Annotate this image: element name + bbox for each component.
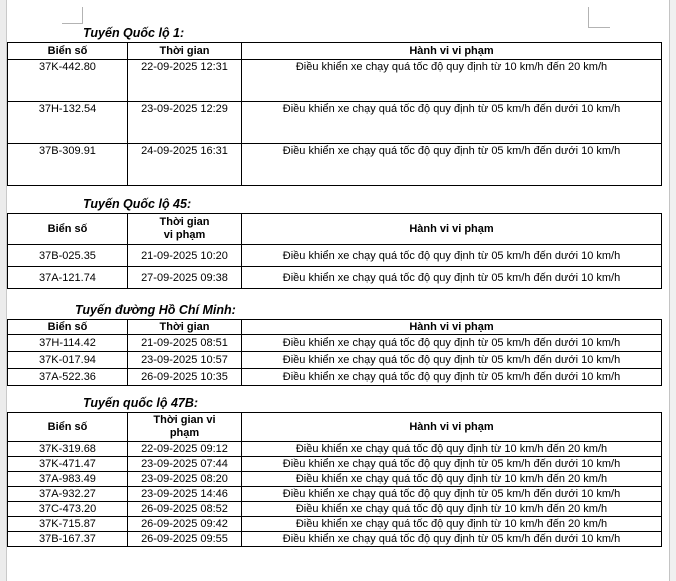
time-cell: 21-09-2025 08:51 <box>127 334 242 352</box>
time-cell: 26-09-2025 08:52 <box>127 501 242 517</box>
header-row: Biển số Thời gian vi phạm Hành vi vi phạm <box>7 412 662 442</box>
time-cell: 23-09-2025 07:44 <box>127 456 242 472</box>
table-row: 37K-715.87 26-09-2025 09:42 Điều khiển xe … <box>7 516 662 532</box>
time-cell: 22-09-2025 09:12 <box>127 441 242 457</box>
violation-cell: Điều khiển xe chạy quá tốc độ quy định t… <box>241 351 662 369</box>
app-edge-left <box>0 0 7 581</box>
text-boundary-corner-mark-top-right <box>588 7 610 28</box>
table-row: 37K-471.47 23-09-2025 07:44 Điều khiển xe … <box>7 456 662 472</box>
header-cell: Thời gian <box>127 42 242 60</box>
violations-table: Biển số Thời gian vi phạm Hành vi vi phạm 3… <box>7 412 662 547</box>
time-cell: 26-09-2025 10:35 <box>127 368 242 386</box>
route-section: Tuyến quốc lộ 47B: Biển số Thời gian vi ph… <box>7 395 665 547</box>
header-cell: Hành vi vi phạm <box>241 319 662 335</box>
violation-cell: Điều khiển xe chạy quá tốc độ quy định t… <box>241 441 662 457</box>
header-cell: Thời gian vi phạm <box>127 213 242 245</box>
violation-cell: Điều khiển xe chạy quá tốc độ quy định t… <box>241 59 662 102</box>
table-row: 37A-522.36 26-09-2025 10:35 Điều khiển xe … <box>7 368 662 386</box>
violation-cell: Điều khiển xe chạy quá tốc độ quy định t… <box>241 531 662 547</box>
violation-cell: Điều khiển xe chạy quá tốc độ quy định t… <box>241 101 662 144</box>
time-cell: 26-09-2025 09:42 <box>127 516 242 532</box>
header-cell: Biển số <box>7 42 128 60</box>
violation-cell: Điều khiển xe chạy quá tốc độ quy định t… <box>241 501 662 517</box>
time-cell: 27-09-2025 09:38 <box>127 266 242 289</box>
plate-cell: 37K-017.94 <box>7 351 128 369</box>
time-cell: 23-09-2025 10:57 <box>127 351 242 369</box>
table-row: 37H-114.42 21-09-2025 08:51 Điều khiển xe … <box>7 334 662 352</box>
plate-cell: 37H-132.54 <box>7 101 128 144</box>
plate-cell: 37A-983.49 <box>7 471 128 487</box>
header-cell: Thời gian <box>127 319 242 335</box>
table-row: 37A-121.74 27-09-2025 09:38 Điều khiển xe … <box>7 266 662 289</box>
route-title: Tuyến Quốc lộ 45: <box>83 197 192 211</box>
app-edge-right <box>669 0 676 581</box>
header-cell: Hành vi vi phạm <box>241 213 662 245</box>
table-row: 37B-167.37 26-09-2025 09:55 Điều khiển xe … <box>7 531 662 547</box>
route-title: Tuyến Quốc lộ 1: <box>83 26 185 40</box>
header-cell: Hành vi vi phạm <box>241 412 662 442</box>
header-cell: Hành vi vi phạm <box>241 42 662 60</box>
violations-table: Biển số Thời gian Hành vi vi phạm 37H-114.4… <box>7 319 662 386</box>
plate-cell: 37K-715.87 <box>7 516 128 532</box>
violations-table: Biển số Thời gian vi phạm Hành vi vi phạm 3… <box>7 213 662 289</box>
table-row: 37C-473.20 26-09-2025 08:52 Điều khiển xe … <box>7 501 662 517</box>
route-title: Tuyến quốc lộ 47B: <box>83 396 199 410</box>
text-boundary-corner-mark-top-left <box>62 7 83 24</box>
route-section: Tuyến đường Hồ Chí Minh: Biển số Thời gian… <box>7 302 665 386</box>
header-cell: Biển số <box>7 319 128 335</box>
table-row: 37K-319.68 22-09-2025 09:12 Điều khiển xe … <box>7 441 662 457</box>
header-cell: Biển số <box>7 412 128 442</box>
violation-cell: Điều khiển xe chạy quá tốc độ quy định t… <box>241 516 662 532</box>
header-row: Biển số Thời gian Hành vi vi phạm <box>7 319 662 335</box>
table-row: 37B-309.91 24-09-2025 16:31 Điều khiển xe … <box>7 143 662 186</box>
time-cell: 22-09-2025 12:31 <box>127 59 242 102</box>
header-row: Biển số Thời gian vi phạm Hành vi vi phạm <box>7 213 662 245</box>
time-cell: 26-09-2025 09:55 <box>127 531 242 547</box>
table-row: 37A-983.49 23-09-2025 08:20 Điều khiển xe … <box>7 471 662 487</box>
time-cell: 21-09-2025 10:20 <box>127 244 242 267</box>
document-page: Tuyến Quốc lộ 1: Biển số Thời gian Hành vi … <box>7 25 665 547</box>
plate-cell: 37A-121.74 <box>7 266 128 289</box>
violation-cell: Điều khiển xe chạy quá tốc độ quy định t… <box>241 143 662 186</box>
header-cell: Thời gian vi phạm <box>127 412 242 442</box>
violation-cell: Điều khiển xe chạy quá tốc độ quy định t… <box>241 334 662 352</box>
table-row: 37B-025.35 21-09-2025 10:20 Điều khiển xe … <box>7 244 662 267</box>
violation-cell: Điều khiển xe chạy quá tốc độ quy định t… <box>241 244 662 267</box>
table-row: 37A-932.27 23-09-2025 14:46 Điều khiển xe … <box>7 486 662 502</box>
time-cell: 23-09-2025 08:20 <box>127 471 242 487</box>
plate-cell: 37C-473.20 <box>7 501 128 517</box>
time-cell: 23-09-2025 12:29 <box>127 101 242 144</box>
plate-cell: 37K-442.80 <box>7 59 128 102</box>
table-row: 37K-442.80 22-09-2025 12:31 Điều khiển xe … <box>7 59 662 102</box>
plate-cell: 37B-167.37 <box>7 531 128 547</box>
route-section: Tuyến Quốc lộ 1: Biển số Thời gian Hành vi … <box>7 25 665 186</box>
plate-cell: 37K-471.47 <box>7 456 128 472</box>
plate-cell: 37H-114.42 <box>7 334 128 352</box>
violation-cell: Điều khiển xe chạy quá tốc độ quy định t… <box>241 486 662 502</box>
plate-cell: 37K-319.68 <box>7 441 128 457</box>
header-row: Biển số Thời gian Hành vi vi phạm <box>7 42 662 60</box>
route-section: Tuyến Quốc lộ 45: Biển số Thời gian vi phạ… <box>7 196 665 289</box>
table-row: 37H-132.54 23-09-2025 12:29 Điều khiển xe … <box>7 101 662 144</box>
plate-cell: 37A-932.27 <box>7 486 128 502</box>
violations-table: Biển số Thời gian Hành vi vi phạm 37K-442.8… <box>7 42 662 186</box>
violation-cell: Điều khiển xe chạy quá tốc độ quy định t… <box>241 471 662 487</box>
route-title: Tuyến đường Hồ Chí Minh: <box>75 303 236 317</box>
violation-cell: Điều khiển xe chạy quá tốc độ quy định t… <box>241 368 662 386</box>
plate-cell: 37B-309.91 <box>7 143 128 186</box>
violation-cell: Điều khiển xe chạy quá tốc độ quy định t… <box>241 456 662 472</box>
header-cell: Biển số <box>7 213 128 245</box>
violation-cell: Điều khiển xe chạy quá tốc độ quy định t… <box>241 266 662 289</box>
plate-cell: 37B-025.35 <box>7 244 128 267</box>
time-cell: 23-09-2025 14:46 <box>127 486 242 502</box>
table-row: 37K-017.94 23-09-2025 10:57 Điều khiển xe … <box>7 351 662 369</box>
plate-cell: 37A-522.36 <box>7 368 128 386</box>
time-cell: 24-09-2025 16:31 <box>127 143 242 186</box>
